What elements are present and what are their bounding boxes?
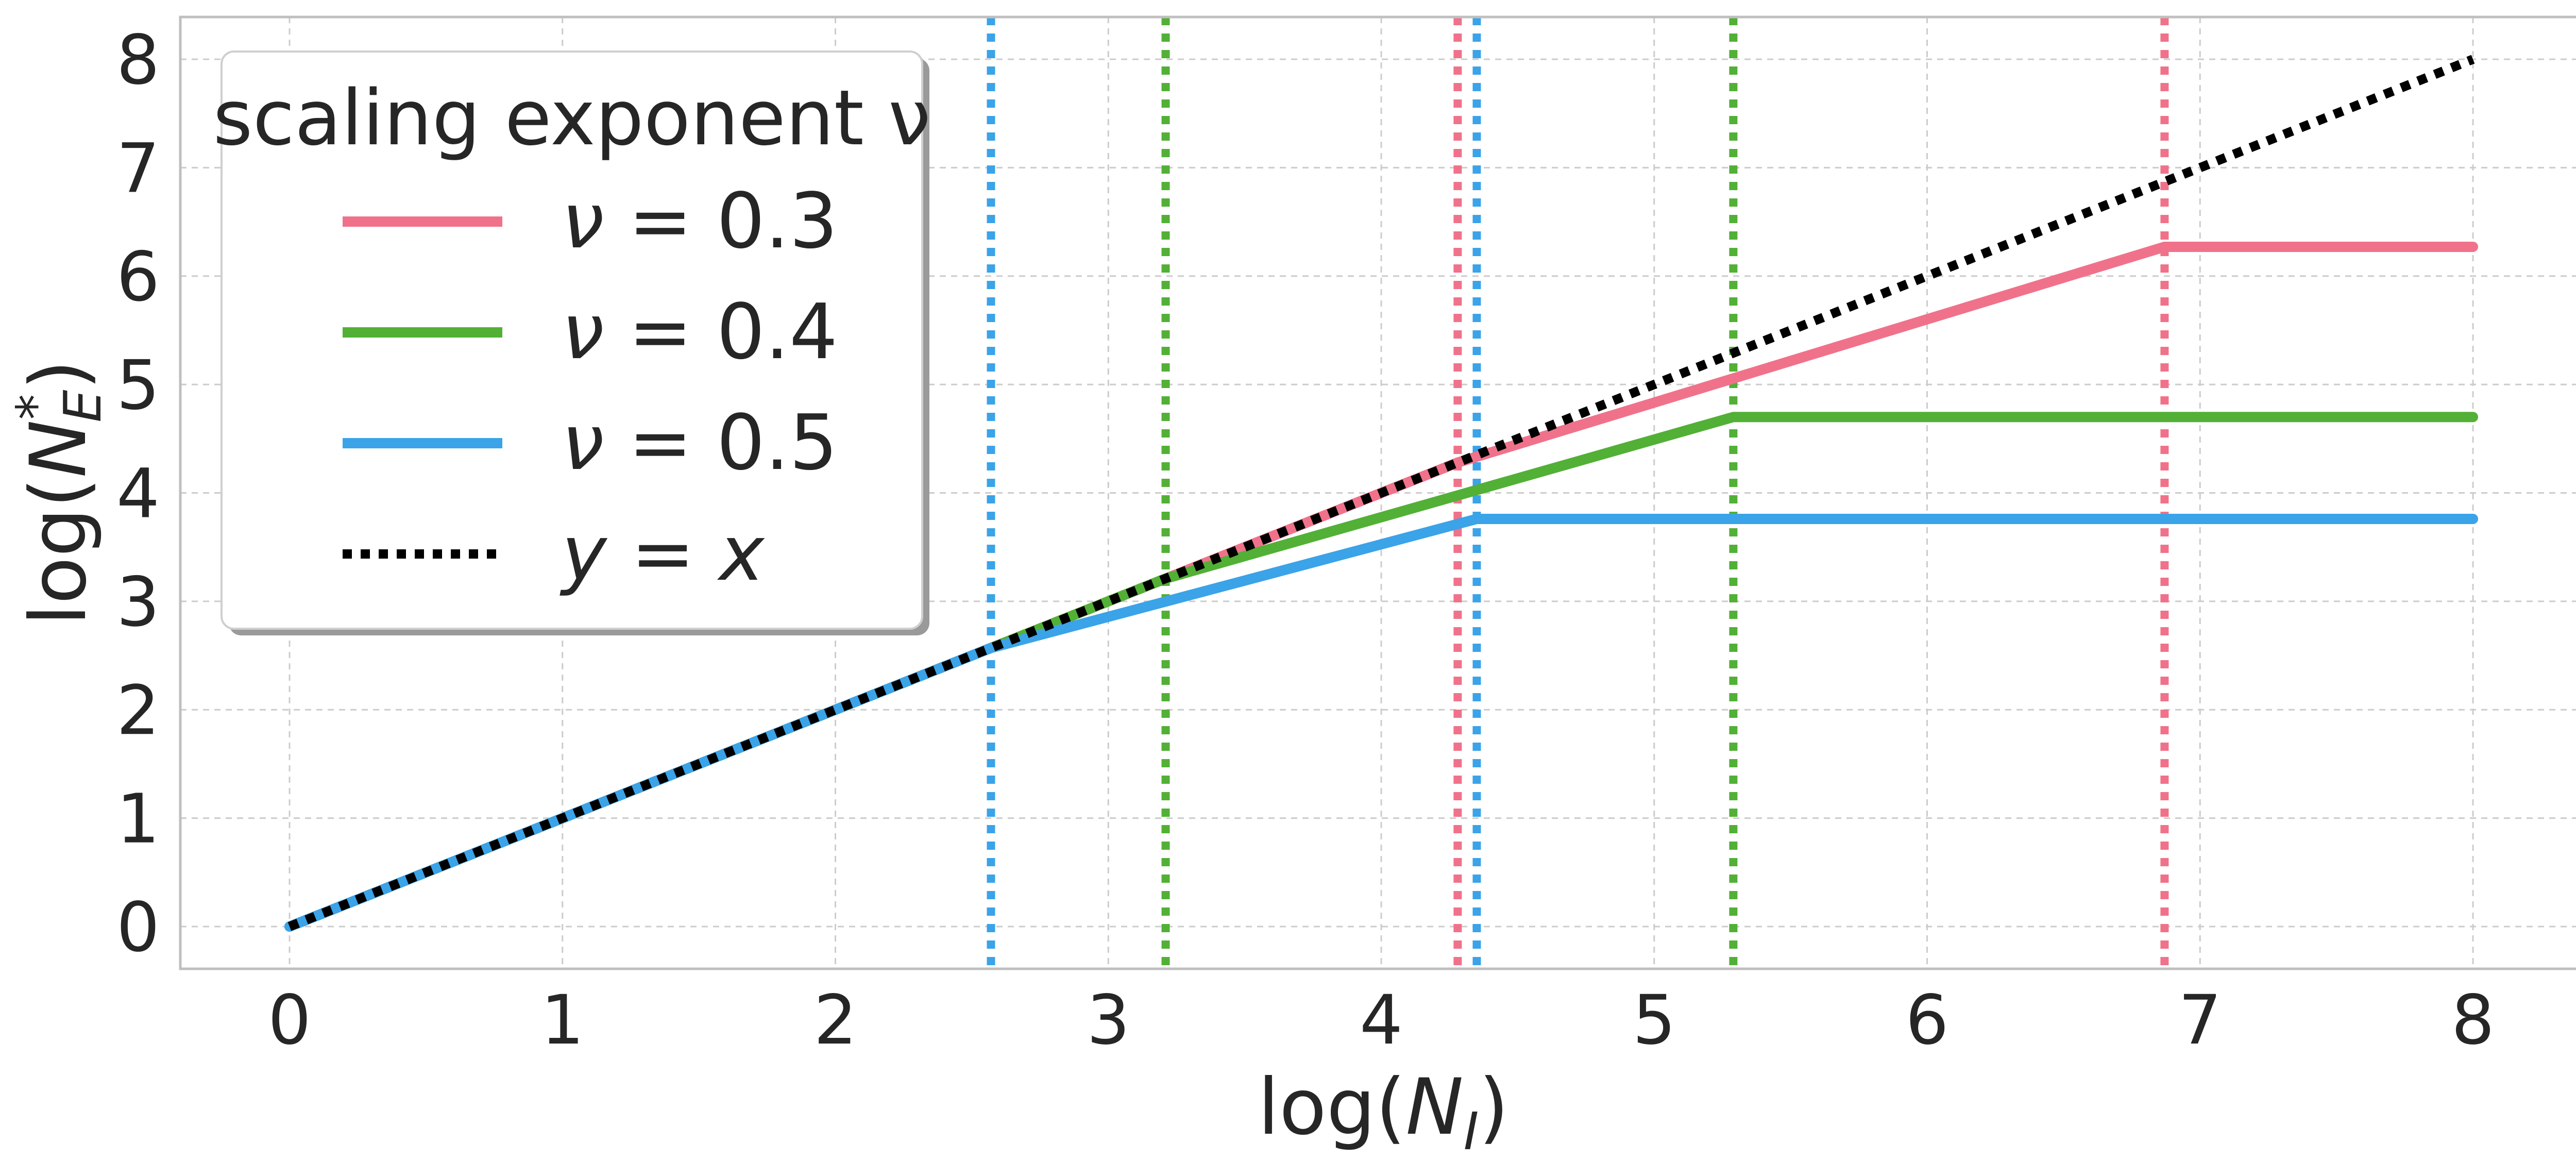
legend-relation: =: [607, 509, 719, 598]
x-tick-label: 1: [541, 981, 584, 1060]
svg-text:log(N*E): log(N*E): [5, 360, 113, 626]
y-axis-label: log(N*E): [5, 360, 113, 626]
legend-label: ν = 0.3: [562, 177, 838, 265]
legend-symbol: x: [717, 509, 765, 598]
y-tick-label: 5: [116, 346, 160, 425]
x-tick-label: 0: [268, 981, 311, 1060]
legend-label: y = x: [560, 509, 765, 598]
x-tick-label: 4: [1360, 981, 1403, 1060]
series-line: [284, 513, 2478, 932]
legend: scaling exponent ν ν = 0.3ν = 0.4ν = 0.5…: [213, 51, 931, 635]
legend-label: ν = 0.5: [562, 398, 838, 487]
y-tick-label: 0: [116, 888, 160, 967]
y-tick-label: 2: [116, 671, 160, 750]
legend-value: = 0.3: [604, 177, 838, 265]
threshold-lines: [987, 17, 2169, 969]
x-tick-label: 2: [814, 981, 857, 1060]
y-tick-label: 3: [116, 563, 160, 642]
y-tick-label: 8: [116, 21, 160, 100]
series-lines: [284, 55, 2478, 932]
x-tick-label: 3: [1087, 981, 1130, 1060]
legend-box: [221, 51, 923, 630]
legend-label: ν = 0.4: [562, 288, 838, 376]
y-tick-label: 7: [116, 129, 160, 208]
x-tick-labels: 0 1 2 3 4 5 6 7 8: [268, 981, 2495, 1060]
legend-symbol: y: [560, 509, 608, 598]
x-tick-label: 6: [1906, 981, 1949, 1060]
y-tick-label: 6: [116, 238, 160, 317]
legend-symbol: ν: [562, 398, 604, 487]
legend-title: scaling exponent ν: [213, 74, 930, 162]
x-tick-label: 5: [1633, 981, 1676, 1060]
x-tick-label: 7: [2178, 981, 2222, 1060]
y-tick-label: 4: [116, 455, 160, 534]
legend-value: = 0.5: [604, 398, 838, 487]
x-tick-label: 8: [2451, 981, 2495, 1060]
legend-symbol: ν: [562, 177, 604, 265]
y-tick-labels: 0 1 2 3 4 5 6 7 8: [116, 21, 160, 967]
legend-symbol: ν: [562, 288, 604, 376]
series-line: [287, 55, 2475, 931]
y-tick-label: 1: [116, 780, 160, 859]
plot-frame: [179, 15, 2576, 970]
legend-value: = 0.4: [604, 288, 838, 376]
